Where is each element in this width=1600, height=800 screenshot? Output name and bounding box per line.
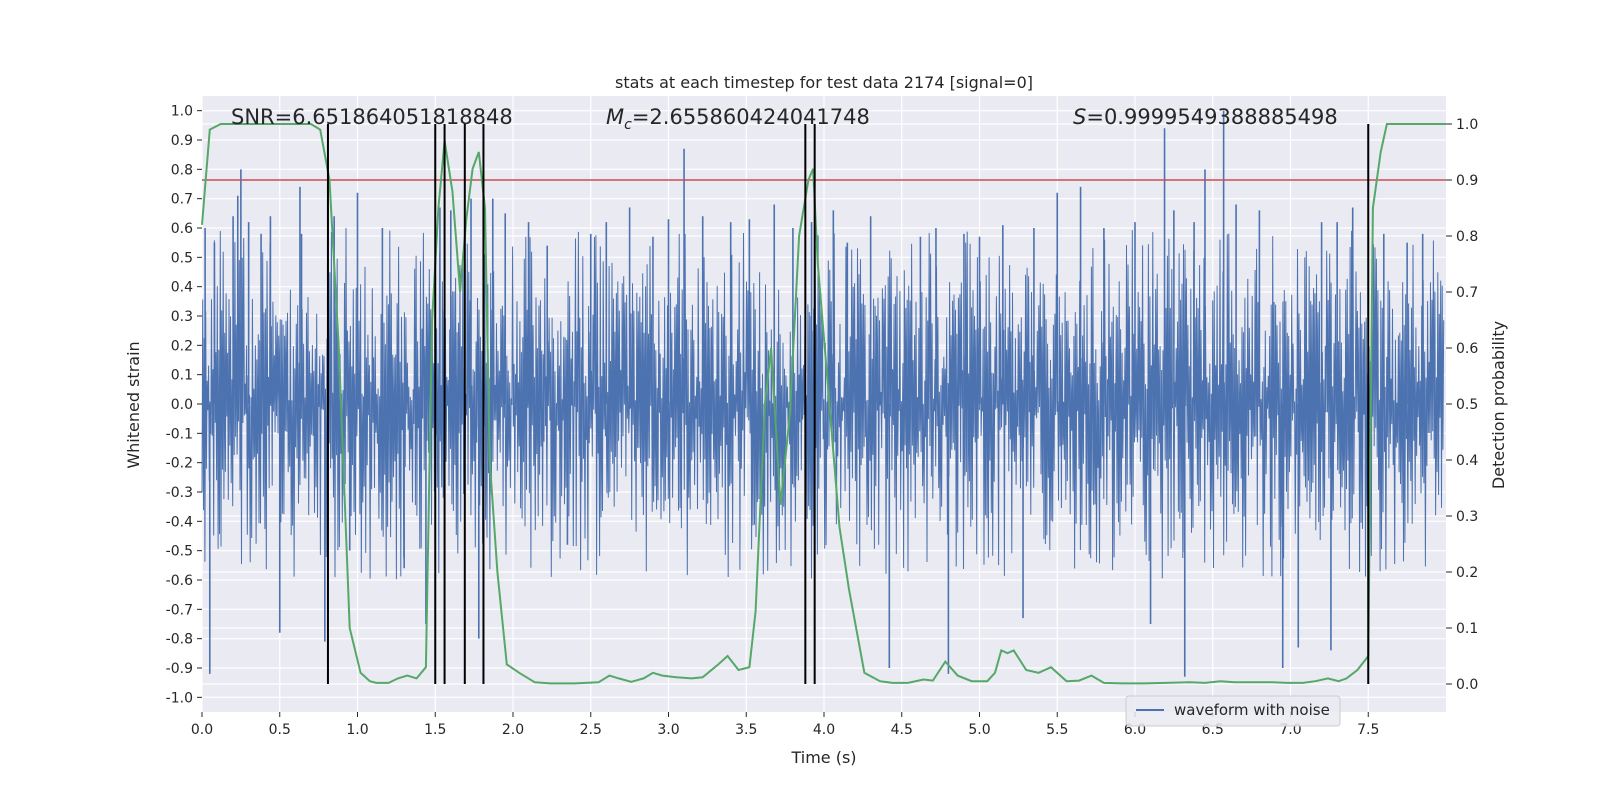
x-tick-label: 3.0 bbox=[657, 722, 679, 738]
y-tick-label: 0.0 bbox=[171, 397, 193, 413]
y-tick-label: -0.6 bbox=[166, 573, 193, 589]
y-ticks-right: 0.0 0.1 0.2 0.3 0.4 0.5 0.6 0.7 0.8 0.9 1.0 bbox=[1446, 117, 1478, 693]
y-tick-label: -0.5 bbox=[166, 544, 193, 560]
snr-annotation: SNR=6.651864051818848 bbox=[231, 105, 513, 129]
legend: waveform with noise bbox=[1125, 695, 1341, 727]
mc-symbol: M bbox=[606, 105, 624, 129]
x-tick-label: 4.5 bbox=[891, 722, 913, 738]
y2-tick-label: 0.4 bbox=[1456, 453, 1478, 469]
y-tick-label: 0.7 bbox=[171, 192, 193, 208]
y2-tick-label: 0.0 bbox=[1456, 677, 1478, 693]
y-ticks-left: -1.0 -0.9 -0.8 -0.7 -0.6 -0.5 -0.4 -0.3 -0.2 -0.1… bbox=[166, 104, 202, 706]
x-tick-label: 7.5 bbox=[1357, 722, 1379, 738]
x-tick-label: 1.0 bbox=[346, 722, 368, 738]
y2-tick-label: 0.7 bbox=[1456, 285, 1478, 301]
y-axis-label: Whitened strain bbox=[124, 341, 143, 468]
x-tick-label: 5.5 bbox=[1046, 722, 1068, 738]
detection-probability-line bbox=[201, 123, 1446, 685]
y-tick-label: -0.4 bbox=[166, 514, 193, 530]
x-tick-label: 5.0 bbox=[968, 722, 990, 738]
y2-tick-label: 1.0 bbox=[1456, 117, 1478, 133]
y-tick-label: 0.1 bbox=[171, 368, 193, 384]
s-annotation: S=0.9999549388885498 bbox=[1073, 105, 1338, 129]
y2-tick-label: 0.1 bbox=[1456, 621, 1478, 637]
legend-label: waveform with noise bbox=[1174, 701, 1330, 719]
y-tick-label: -0.7 bbox=[166, 602, 193, 618]
y-tick-label: 0.6 bbox=[171, 221, 193, 237]
x-tick-label: 2.0 bbox=[502, 722, 524, 738]
y-tick-label: 0.2 bbox=[171, 338, 193, 354]
y-tick-label: 0.9 bbox=[171, 133, 193, 149]
x-tick-label: 3.5 bbox=[735, 722, 757, 738]
waveform-series bbox=[201, 110, 1445, 677]
waveform-line bbox=[201, 227, 1445, 580]
x-tick-label: 4.0 bbox=[813, 722, 835, 738]
vertical-markers bbox=[326, 124, 1370, 684]
y-tick-label: -0.8 bbox=[166, 632, 193, 648]
x-axis-label: Time (s) bbox=[790, 748, 856, 767]
x-tick-label: 2.5 bbox=[580, 722, 602, 738]
x-tick-label: 0.0 bbox=[191, 722, 213, 738]
x-ticks: 0.0 0.5 1.0 1.5 2.0 2.5 3.0 3.5 4.0 4.5 5.0 5.5 6.0 6… bbox=[191, 712, 1379, 738]
x-tick-label: 0.5 bbox=[269, 722, 291, 738]
y2-tick-label: 0.8 bbox=[1456, 229, 1478, 245]
y2-tick-label: 0.6 bbox=[1456, 341, 1478, 357]
y2-tick-label: 0.2 bbox=[1456, 565, 1478, 581]
y2-tick-label: 0.3 bbox=[1456, 509, 1478, 525]
x-tick-label: 1.5 bbox=[424, 722, 446, 738]
mc-subscript: c bbox=[624, 117, 632, 133]
legend-box bbox=[1125, 695, 1341, 727]
mc-value: =2.655860424041748 bbox=[632, 105, 870, 129]
s-value: =0.9999549388885498 bbox=[1086, 105, 1337, 129]
mc-annotation: Mc=2.655860424041748 bbox=[606, 105, 870, 133]
y-tick-label: 1.0 bbox=[171, 104, 193, 120]
chart-title: stats at each timestep for test data 217… bbox=[615, 73, 1033, 92]
y-tick-label: 0.3 bbox=[171, 309, 193, 325]
y-tick-label: -0.9 bbox=[166, 661, 193, 677]
y-tick-label: -0.2 bbox=[166, 456, 193, 472]
y2-tick-label: 0.9 bbox=[1456, 173, 1478, 189]
y2-axis-label: Detection probability bbox=[1489, 321, 1508, 489]
y-tick-label: 0.8 bbox=[171, 162, 193, 178]
y-tick-label: -0.3 bbox=[166, 485, 193, 501]
y-tick-label: -1.0 bbox=[166, 690, 193, 706]
y2-tick-label: 0.5 bbox=[1456, 397, 1478, 413]
s-symbol: S bbox=[1073, 105, 1086, 129]
y-tick-label: 0.4 bbox=[171, 280, 193, 296]
y-tick-label: -0.1 bbox=[166, 426, 193, 442]
y-tick-label: 0.5 bbox=[171, 250, 193, 266]
